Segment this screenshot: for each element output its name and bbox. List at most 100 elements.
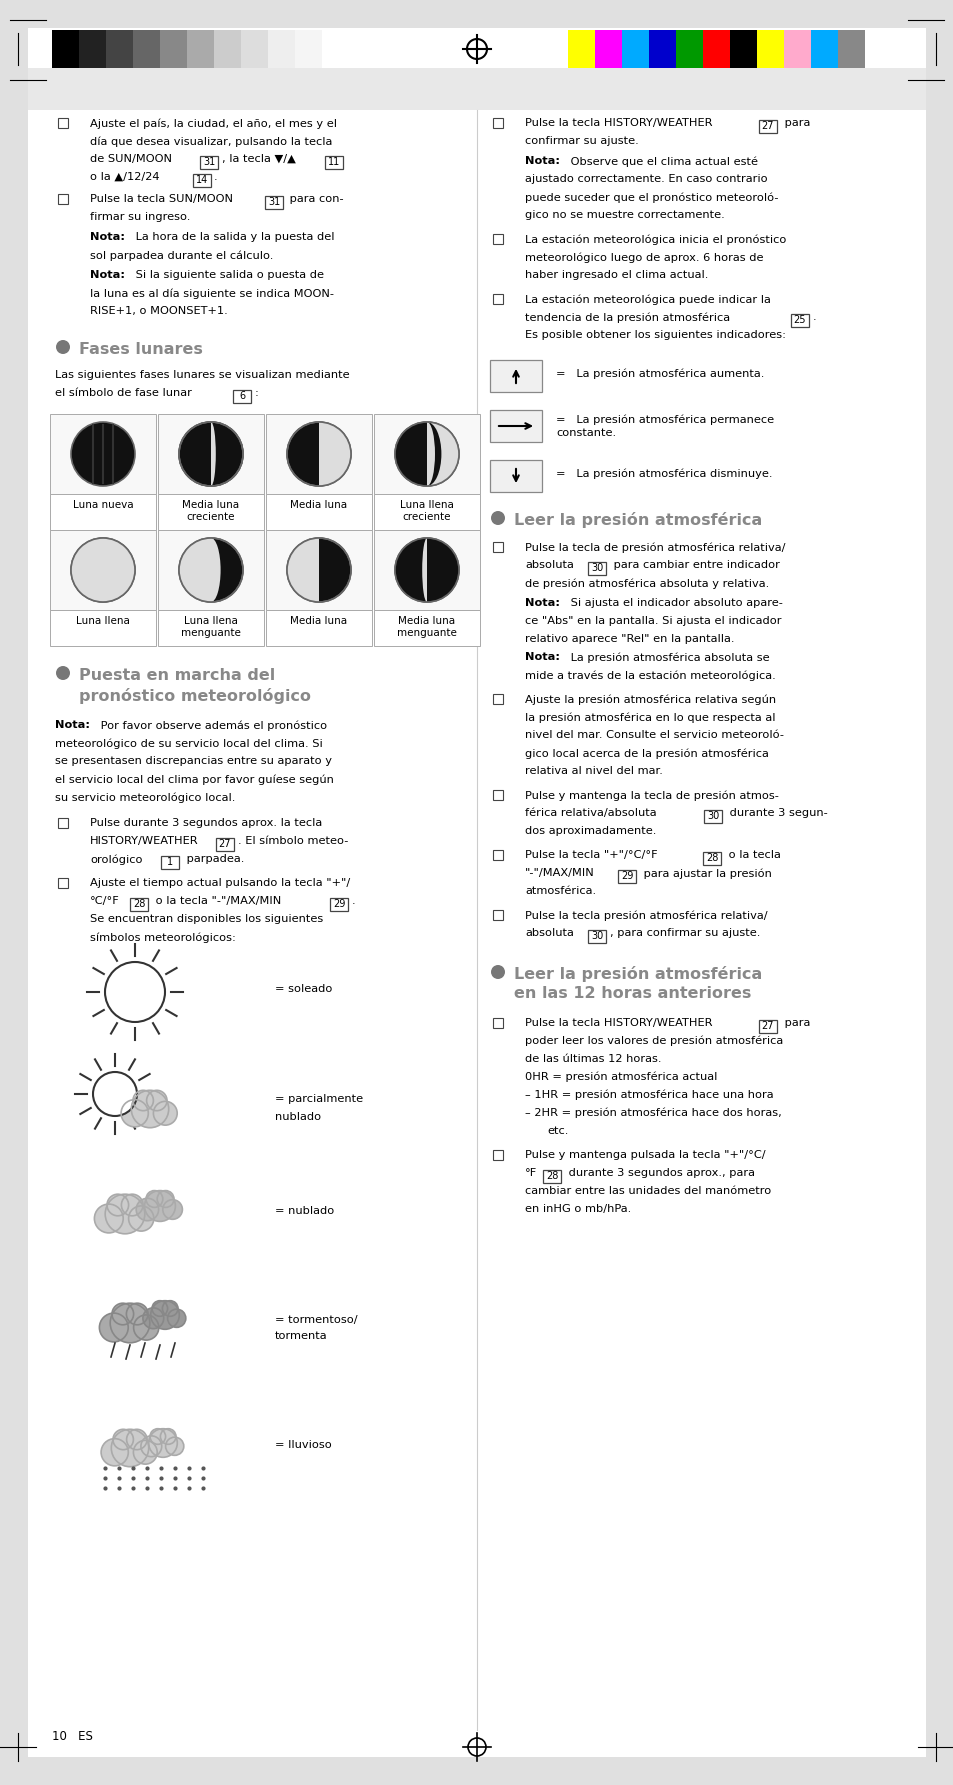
Ellipse shape bbox=[206, 421, 215, 486]
Text: de presión atmosférica absoluta y relativa.: de presión atmosférica absoluta y relati… bbox=[524, 578, 768, 589]
Circle shape bbox=[112, 1303, 133, 1324]
Text: para con-: para con- bbox=[286, 195, 343, 203]
Bar bbox=[158, 610, 264, 646]
Bar bbox=[490, 461, 541, 493]
Text: .: . bbox=[213, 171, 217, 182]
Circle shape bbox=[179, 537, 243, 602]
Text: parpadea.: parpadea. bbox=[183, 853, 244, 864]
Text: en las 12 horas anteriores: en las 12 horas anteriores bbox=[514, 985, 751, 1001]
Circle shape bbox=[105, 962, 165, 1023]
Circle shape bbox=[151, 1301, 179, 1330]
Bar bbox=[79, 30, 106, 68]
Text: ce "Abs" en la pantalla. Si ajusta el indicador: ce "Abs" en la pantalla. Si ajusta el in… bbox=[524, 616, 781, 627]
Text: 25: 25 bbox=[793, 314, 805, 325]
Text: relativa al nivel del mar.: relativa al nivel del mar. bbox=[524, 766, 662, 776]
Text: Ajuste el tiempo actual pulsando la tecla "+"/: Ajuste el tiempo actual pulsando la tecl… bbox=[90, 878, 350, 887]
Wedge shape bbox=[179, 537, 211, 602]
Text: La estación meteorológica inicia el pronóstico: La estación meteorológica inicia el pron… bbox=[524, 234, 785, 245]
Bar bbox=[130, 898, 148, 910]
Bar bbox=[374, 610, 479, 646]
Circle shape bbox=[146, 1191, 163, 1207]
Text: Luna llena
creciente: Luna llena creciente bbox=[399, 500, 454, 521]
Circle shape bbox=[143, 1308, 164, 1328]
Text: para: para bbox=[781, 118, 809, 129]
Text: en inHG o mb/hPa.: en inHG o mb/hPa. bbox=[524, 1205, 631, 1214]
Text: =   La presión atmosférica aumenta.: = La presión atmosférica aumenta. bbox=[556, 368, 763, 378]
Text: relativo aparece "Rel" en la pantalla.: relativo aparece "Rel" en la pantalla. bbox=[524, 634, 734, 644]
Bar bbox=[160, 30, 187, 68]
Bar bbox=[493, 295, 502, 303]
Circle shape bbox=[94, 1205, 123, 1233]
Text: 28: 28 bbox=[705, 853, 718, 862]
Text: absoluta: absoluta bbox=[524, 928, 574, 937]
Circle shape bbox=[395, 537, 458, 602]
Bar bbox=[493, 1150, 502, 1160]
Bar bbox=[810, 30, 837, 68]
Text: mide a través de la estación meteorológica.: mide a través de la estación meteorológi… bbox=[524, 669, 775, 680]
Circle shape bbox=[71, 421, 135, 486]
Text: °F: °F bbox=[524, 1167, 537, 1178]
Circle shape bbox=[162, 1301, 178, 1316]
Text: tormenta: tormenta bbox=[274, 1332, 327, 1341]
Bar bbox=[241, 30, 268, 68]
Bar bbox=[702, 30, 729, 68]
Text: Pulse la tecla presión atmosférica relativa/: Pulse la tecla presión atmosférica relat… bbox=[524, 910, 767, 921]
Text: Nota:: Nota: bbox=[55, 719, 90, 730]
Text: cambiar entre las unidades del manómetro: cambiar entre las unidades del manómetro bbox=[524, 1185, 770, 1196]
Circle shape bbox=[153, 1101, 177, 1125]
Text: .: . bbox=[352, 896, 355, 907]
Bar bbox=[374, 414, 479, 494]
Text: Pulse la tecla SUN/MOON: Pulse la tecla SUN/MOON bbox=[90, 195, 233, 203]
Bar bbox=[493, 791, 502, 800]
Text: Luna llena
menguante: Luna llena menguante bbox=[181, 616, 241, 637]
Text: Luna llena: Luna llena bbox=[76, 616, 130, 627]
Text: Media luna
creciente: Media luna creciente bbox=[182, 500, 239, 521]
Bar bbox=[233, 389, 251, 402]
Text: puede suceder que el pronóstico meteoroló-: puede suceder que el pronóstico meteorol… bbox=[524, 193, 778, 202]
Bar bbox=[193, 173, 211, 186]
Wedge shape bbox=[395, 421, 427, 486]
Text: Las siguientes fases lunares se visualizan mediante: Las siguientes fases lunares se visualiz… bbox=[55, 369, 349, 380]
Text: Ajuste la presión atmosférica relativa según: Ajuste la presión atmosférica relativa s… bbox=[524, 694, 776, 705]
Text: meteorológico luego de aprox. 6 horas de: meteorológico luego de aprox. 6 horas de bbox=[524, 252, 762, 262]
Text: Observe que el clima actual esté: Observe que el clima actual esté bbox=[566, 155, 758, 166]
Circle shape bbox=[101, 1439, 128, 1465]
Text: =   La presión atmosférica permanece: = La presión atmosférica permanece bbox=[556, 414, 773, 425]
Bar bbox=[50, 610, 156, 646]
Text: 30: 30 bbox=[590, 562, 602, 573]
Bar bbox=[374, 530, 479, 610]
Text: Si la siguiente salida o puesta de: Si la siguiente salida o puesta de bbox=[132, 270, 324, 280]
Text: = tormentoso/: = tormentoso/ bbox=[274, 1316, 357, 1324]
Text: su servicio meteorológico local.: su servicio meteorológico local. bbox=[55, 793, 235, 803]
Text: férica relativa/absoluta: férica relativa/absoluta bbox=[524, 809, 656, 818]
Bar bbox=[58, 878, 68, 887]
Bar bbox=[374, 494, 479, 530]
Text: 31: 31 bbox=[203, 157, 214, 168]
Text: 31: 31 bbox=[268, 196, 280, 207]
Text: el servicio local del clima por favor guíese según: el servicio local del clima por favor gu… bbox=[55, 775, 334, 784]
Circle shape bbox=[491, 966, 504, 978]
Text: = nublado: = nublado bbox=[274, 1207, 334, 1216]
Text: se presentasen discrepancias entre su aparato y: se presentasen discrepancias entre su ap… bbox=[55, 757, 332, 766]
Bar bbox=[50, 530, 156, 610]
Text: 6: 6 bbox=[238, 391, 245, 402]
Bar bbox=[493, 543, 502, 552]
Text: 30: 30 bbox=[706, 810, 719, 821]
Text: Se encuentran disponibles los siguientes: Se encuentran disponibles los siguientes bbox=[90, 914, 323, 925]
Text: nublado: nublado bbox=[274, 1112, 321, 1123]
Text: meteorológico de su servicio local del clima. Si: meteorológico de su servicio local del c… bbox=[55, 737, 322, 748]
Text: atmosférica.: atmosférica. bbox=[524, 885, 596, 896]
Text: °C/°F: °C/°F bbox=[90, 896, 120, 907]
Bar bbox=[330, 898, 348, 910]
Text: , la tecla ▼/▲: , la tecla ▼/▲ bbox=[222, 154, 295, 164]
Circle shape bbox=[132, 1091, 169, 1128]
Bar bbox=[322, 30, 349, 68]
Bar bbox=[268, 30, 294, 68]
Bar bbox=[58, 118, 68, 129]
Circle shape bbox=[127, 1430, 147, 1449]
Text: Pulse la tecla de presión atmosférica relativa/: Pulse la tecla de presión atmosférica re… bbox=[524, 543, 784, 553]
Bar bbox=[757, 30, 783, 68]
Circle shape bbox=[133, 1440, 157, 1464]
Bar bbox=[729, 30, 757, 68]
Text: Nota:: Nota: bbox=[524, 598, 559, 609]
